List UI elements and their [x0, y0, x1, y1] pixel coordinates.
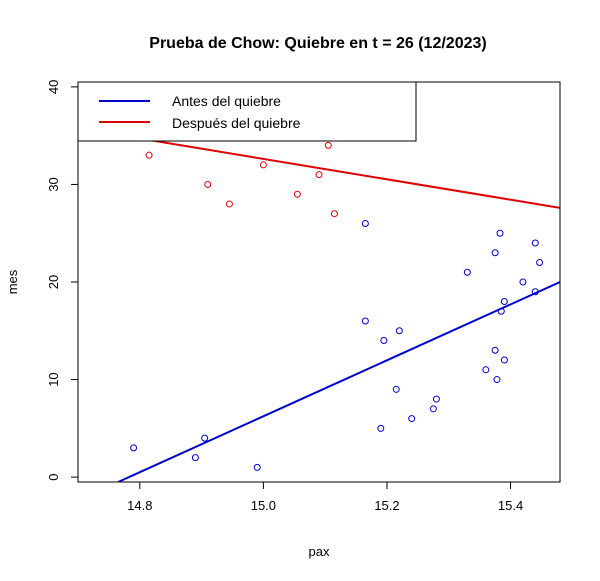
- point-antes-3: [253, 463, 261, 471]
- point-antes-1: [191, 454, 199, 462]
- point-despues-5: [315, 171, 323, 179]
- plot-frame: [77, 81, 561, 483]
- y-tick-label-0: 0: [46, 474, 61, 481]
- point-antes-23: [531, 239, 539, 247]
- point-despues-3: [259, 161, 267, 169]
- point-antes-2: [201, 434, 209, 442]
- point-despues-6: [324, 141, 332, 149]
- y-axis-label: mes: [5, 269, 20, 294]
- point-despues-7: [330, 210, 338, 218]
- point-antes-4: [361, 317, 369, 325]
- point-antes-13: [463, 268, 471, 276]
- legend-label-despues: Después del quiebre: [172, 115, 301, 131]
- y-tick-label-3: 30: [46, 177, 61, 191]
- legend-box: [77, 81, 417, 142]
- y-tick-label-4: 40: [46, 80, 61, 94]
- point-antes-12: [432, 395, 440, 403]
- x-axis-label: pax: [309, 544, 330, 559]
- legend-label-antes: Antes del quiebre: [172, 93, 281, 109]
- legend: Antes del quiebre Después del quiebre: [77, 81, 417, 142]
- point-despues-1: [204, 180, 212, 188]
- point-antes-18: [496, 229, 504, 237]
- point-antes-10: [408, 415, 416, 423]
- x-tick-label-3: 15.4: [498, 498, 523, 513]
- point-antes-7: [380, 337, 388, 345]
- point-antes-11: [429, 405, 437, 413]
- point-antes-0: [130, 444, 138, 452]
- point-antes-9: [395, 327, 403, 335]
- point-despues-2: [225, 200, 233, 208]
- y-tick-label-2: 20: [46, 275, 61, 289]
- y-tick-label-1: 10: [46, 372, 61, 386]
- point-antes-5: [361, 219, 369, 227]
- point-antes-20: [500, 356, 508, 364]
- point-antes-16: [491, 249, 499, 257]
- point-antes-17: [493, 376, 501, 384]
- point-antes-25: [536, 258, 544, 266]
- point-antes-15: [491, 346, 499, 354]
- point-antes-14: [482, 366, 490, 374]
- point-antes-22: [519, 278, 527, 286]
- x-axis: 14.8 15.0 15.2 15.4: [127, 481, 523, 513]
- point-despues-4: [293, 190, 301, 198]
- point-despues-0: [145, 151, 153, 159]
- point-antes-6: [377, 424, 385, 432]
- x-tick-label-1: 15.0: [251, 498, 276, 513]
- y-axis: 0 10 20 30 40: [46, 80, 79, 481]
- point-antes-19: [497, 307, 505, 315]
- x-tick-label-2: 15.2: [374, 498, 399, 513]
- fit-line-despues: [151, 139, 560, 209]
- point-antes-21: [500, 298, 508, 306]
- series-layer: [117, 139, 560, 482]
- x-tick-label-0: 14.8: [127, 498, 152, 513]
- point-antes-24: [531, 288, 539, 296]
- fit-line-antes: [117, 281, 560, 482]
- chart-title: Prueba de Chow: Quiebre en t = 26 (12/20…: [149, 35, 486, 52]
- point-antes-8: [392, 385, 400, 393]
